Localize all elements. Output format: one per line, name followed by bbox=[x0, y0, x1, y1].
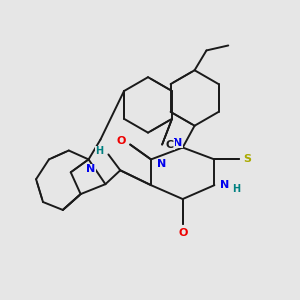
Text: N: N bbox=[173, 138, 182, 148]
Text: O: O bbox=[117, 136, 126, 146]
Text: N: N bbox=[157, 159, 166, 170]
Text: S: S bbox=[243, 154, 251, 164]
Text: C: C bbox=[166, 140, 174, 150]
Text: H: H bbox=[232, 184, 240, 194]
Text: N: N bbox=[220, 180, 229, 190]
Text: O: O bbox=[178, 228, 188, 238]
Text: N: N bbox=[86, 164, 95, 174]
Text: H: H bbox=[95, 146, 104, 157]
